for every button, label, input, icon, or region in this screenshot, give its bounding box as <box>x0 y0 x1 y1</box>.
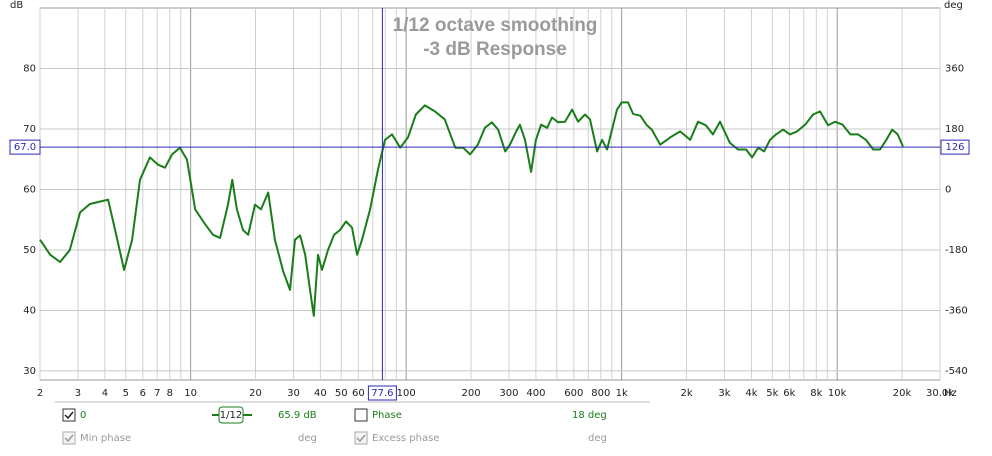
y2-tick-label: 360 <box>945 63 964 74</box>
x-tick-label: 2 <box>37 388 43 399</box>
y-tick-label: 30 <box>23 366 36 377</box>
x-tick-label: 8 <box>167 388 173 399</box>
x-tick-label: 8k <box>810 388 822 399</box>
series-line <box>39 101 904 317</box>
grid <box>39 8 941 380</box>
x-tick-label: 800 <box>591 388 610 399</box>
x-tick-label: 10 <box>184 388 197 399</box>
y-tick-label: 60 <box>23 184 36 195</box>
excess-phase-unit: deg <box>588 433 607 444</box>
cursor-x-label: 77.6 <box>371 388 393 399</box>
x-tick-label: 60 <box>352 388 365 399</box>
x-tick-label: 20 <box>249 388 262 399</box>
x-tick-label: 200 <box>461 388 480 399</box>
x-tick-label: 4k <box>745 388 757 399</box>
x-tick-label: 7 <box>154 388 160 399</box>
series-name: 0 <box>80 410 86 421</box>
checkmark <box>64 411 74 420</box>
checkbox[interactable] <box>354 431 368 445</box>
smoothing-label: 1/12 <box>220 410 242 421</box>
cursor-y-label: 67.0 <box>14 142 36 153</box>
excess-phase-label: Excess phase <box>372 433 440 444</box>
x-tick-label: 1k <box>616 388 628 399</box>
y2-tick-label: -360 <box>945 305 968 316</box>
min-phase-unit: deg <box>298 433 317 444</box>
y-tick-label: 70 <box>23 124 36 135</box>
phase-label: Phase <box>372 410 402 421</box>
x-tick-label: 4 <box>102 388 108 399</box>
min-phase-label: Min phase <box>80 433 131 444</box>
x-tick-label: 6k <box>783 388 795 399</box>
chart-subtitle: -3 dB Response <box>423 39 567 60</box>
x-tick-label: 300 <box>499 388 518 399</box>
y-axis-label: dB <box>10 0 23 11</box>
y2-tick-label: -180 <box>945 245 968 256</box>
x-tick-label: 5 <box>123 388 129 399</box>
cursor-box <box>367 385 397 401</box>
x-tick-label: 6 <box>140 388 146 399</box>
y2-tick-label: 180 <box>945 124 964 135</box>
plot-frame <box>39 7 941 381</box>
x-tick-label: 400 <box>526 388 545 399</box>
x-tick-label: 40 <box>314 388 327 399</box>
x-tick-label: 30.0k <box>926 388 954 399</box>
x-tick-label: 10k <box>828 388 847 399</box>
spl-value: 65.9 dB <box>278 410 317 421</box>
marks <box>39 101 904 317</box>
phase-value: 18 deg <box>572 410 607 421</box>
x-tick-label: 30 <box>287 388 300 399</box>
checkmark <box>64 434 74 443</box>
cursor-box <box>940 139 970 155</box>
smoothing-button[interactable] <box>218 406 244 424</box>
x-tick-label: 50 <box>335 388 348 399</box>
checkbox[interactable] <box>62 431 76 445</box>
y2-axis-label: deg <box>944 0 963 11</box>
y-tick-label: 40 <box>23 305 36 316</box>
cursor-box <box>9 139 41 155</box>
checkbox[interactable] <box>354 408 368 422</box>
y-tick-label: 50 <box>23 245 36 256</box>
x-tick-label: 2k <box>680 388 692 399</box>
x-tick-label: 5k <box>766 388 778 399</box>
y-tick-label: 80 <box>23 63 36 74</box>
checkmark <box>356 434 366 443</box>
x-tick-label: 600 <box>564 388 583 399</box>
x-tick-label: 100 <box>397 388 416 399</box>
y2-tick-label: -540 <box>945 366 968 377</box>
chart-title: 1/12 octave smoothing <box>393 15 598 36</box>
x-tick-label: 3 <box>75 388 81 399</box>
x-tick-label: 20k <box>893 388 912 399</box>
y2-tick-label: 0 <box>945 184 951 195</box>
x-axis-label: Hz <box>944 388 957 399</box>
checkbox[interactable] <box>62 408 76 422</box>
x-tick-label: 3k <box>718 388 730 399</box>
cursor-y2-label: 126 <box>945 142 964 153</box>
